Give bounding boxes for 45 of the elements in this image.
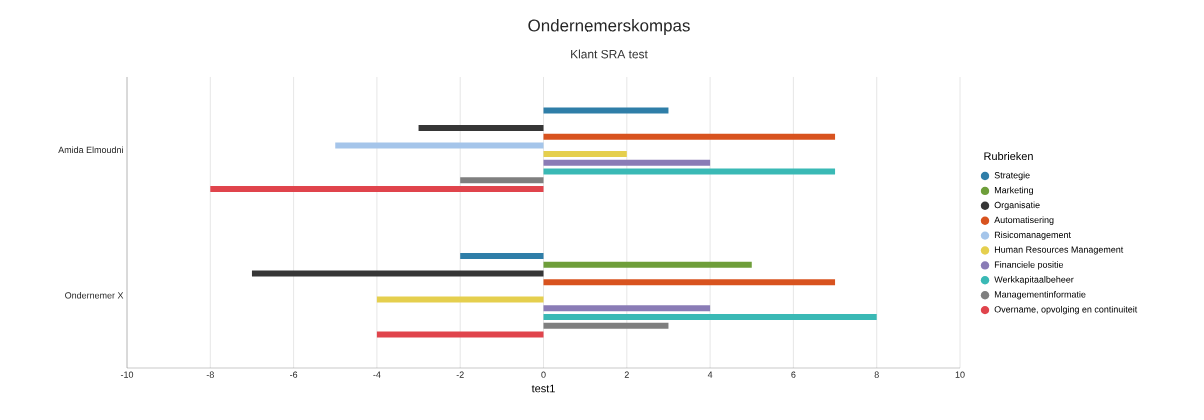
x-tick-label: 2 [624,371,629,378]
bar [543,322,669,329]
bar [335,142,544,149]
legend-label: Organisatie [994,201,1040,210]
x-tick-label: -4 [373,371,381,378]
bar [376,331,544,338]
bar [460,253,544,260]
bar [543,305,711,312]
legend-label: Strategie [994,171,1030,181]
bar [543,314,877,320]
chart-subtitle: Klant SRA test [571,49,648,59]
bar [543,107,669,114]
y-tick-label: Ondernemer X [65,291,124,299]
x-tick-label: 0 [541,371,546,378]
bar [543,261,752,268]
x-tick-label: -2 [456,371,464,378]
y-tick-label: Amida Elmoudni [58,146,123,154]
bar [376,296,544,303]
bar [543,159,711,166]
x-tick-label: 8 [874,371,879,378]
legend-label: Managementinformatie [994,291,1086,300]
legend-label: Human Resources Management [994,246,1124,255]
x-tick-label: 6 [791,371,796,378]
x-tick-label: 10 [955,371,965,378]
bar [543,151,627,158]
legend-label: Overname, opvolging en continuiteit [994,305,1138,315]
bar [460,177,544,184]
bar [543,133,836,140]
x-tick-label: -8 [206,371,214,378]
chart-title: Ondernemerskompas [528,19,690,35]
x-tick-label: -6 [290,371,298,378]
legend-label: Risicomanagement [994,231,1071,240]
x-tick-label: -10 [120,371,134,378]
bar [543,168,836,175]
legend-label: Marketing [994,186,1033,196]
bar [251,270,544,277]
bar [543,279,836,286]
x-tick-label: 4 [707,371,713,378]
bar [210,185,544,192]
legend-label: Financiele positie [994,261,1064,270]
legend-label: Werkkapitaalbeheer [994,276,1074,285]
legend-title: Rubrieken [984,151,1033,161]
x-axis-title: test1 [531,384,555,393]
legend-label: Automatisering [994,216,1054,225]
bar [418,125,544,131]
